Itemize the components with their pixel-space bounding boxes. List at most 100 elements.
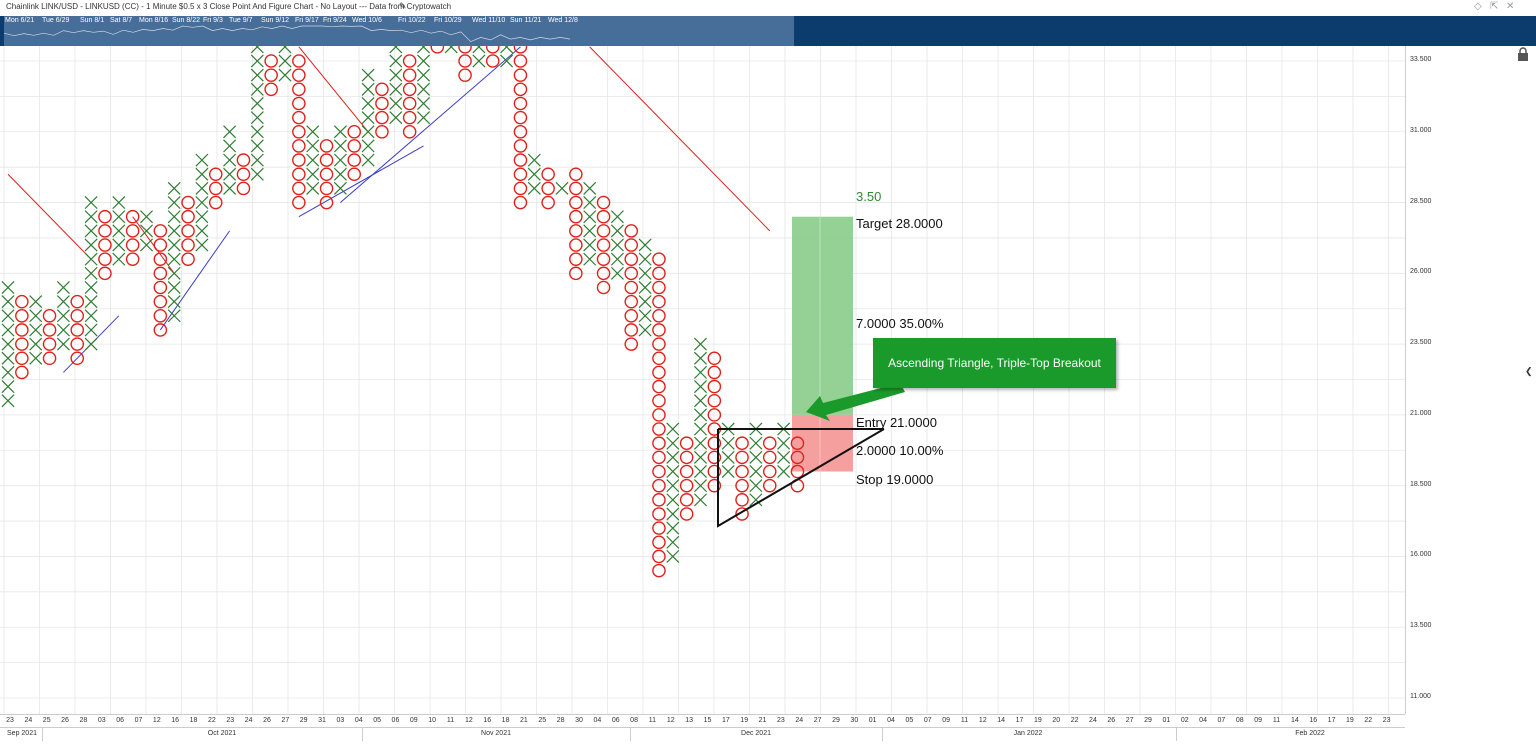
- o-column: [292, 54, 306, 210]
- o-box: [735, 507, 749, 521]
- o-box: [707, 351, 722, 366]
- date-tick: 06: [116, 717, 125, 724]
- date-tick: 06: [391, 717, 400, 724]
- o-box: [208, 181, 223, 196]
- o-box: [264, 82, 278, 97]
- x-box: [610, 238, 624, 252]
- time-axis[interactable]: [0, 714, 1405, 749]
- x-box: [693, 351, 708, 365]
- o-box: [15, 337, 29, 351]
- o-box: [125, 238, 140, 252]
- o-box: [458, 54, 472, 68]
- annotation-callout[interactable]: Ascending Triangle, Triple-Top Breakout: [873, 338, 1116, 388]
- x-box: [361, 111, 375, 125]
- resistance-trendline: [7, 173, 92, 260]
- o-column: [679, 436, 694, 521]
- o-column: [402, 54, 417, 139]
- o-box: [98, 238, 112, 252]
- o-box: [153, 238, 168, 252]
- x-box: [223, 167, 237, 181]
- date-tick: 26: [263, 717, 271, 724]
- x-box: [472, 46, 486, 54]
- navigator-date: Sun 8/1: [80, 17, 105, 24]
- x-box: [167, 309, 181, 323]
- close-icon[interactable]: ✕: [1506, 1, 1515, 12]
- x-box: [306, 125, 320, 139]
- x-column: [527, 153, 541, 195]
- o-column: [762, 436, 777, 493]
- edit-icon[interactable]: ✎: [399, 1, 407, 11]
- navigator-sparkline: [3, 25, 571, 43]
- lock-icon[interactable]: [1517, 47, 1529, 61]
- o-box: [569, 181, 583, 196]
- o-box: [153, 294, 168, 309]
- o-box: [181, 238, 195, 252]
- navigator-window[interactable]: [4, 16, 794, 46]
- x-box: [250, 96, 264, 110]
- date-tick: 04: [1199, 717, 1207, 724]
- x-box: [638, 252, 652, 266]
- o-column: [596, 195, 611, 295]
- x-box: [167, 196, 181, 210]
- date-tick: 26: [1107, 717, 1116, 724]
- collapse-icon[interactable]: ❮: [1525, 366, 1533, 376]
- x-box: [361, 96, 375, 110]
- x-box: [112, 210, 126, 224]
- x-box: [444, 46, 458, 54]
- date-tick: 14: [997, 717, 1006, 724]
- x-box: [84, 266, 98, 280]
- x-box: [666, 450, 680, 464]
- o-box: [98, 209, 112, 224]
- o-column: [790, 436, 805, 493]
- x-box: [195, 196, 209, 210]
- x-box: [278, 54, 292, 68]
- price-scale[interactable]: [1405, 46, 1536, 714]
- o-column: [430, 46, 445, 54]
- o-box: [236, 153, 251, 167]
- chart-navigator[interactable]: Mon 6/21 Tue 6/29 Sun 8/1 Sat 8/7 Mon 8/16 Su…: [0, 16, 1536, 46]
- x-column: [666, 422, 680, 563]
- x-box: [666, 521, 680, 535]
- date-tick: 12: [666, 717, 675, 724]
- o-box: [153, 266, 168, 281]
- o-box: [292, 167, 306, 182]
- o-box: [375, 110, 389, 125]
- o-box: [596, 266, 611, 281]
- month-label: Oct 2021: [207, 730, 237, 737]
- o-box: [624, 266, 639, 281]
- date-tick: 22: [1364, 717, 1373, 724]
- pin-icon[interactable]: ⇱: [1490, 1, 1499, 12]
- x-box: [139, 238, 154, 252]
- date-tick: 16: [171, 717, 180, 724]
- x-box: [361, 82, 375, 96]
- o-box: [762, 436, 777, 450]
- date-tick: 16: [1309, 717, 1318, 724]
- o-box: [762, 464, 777, 479]
- o-box: [679, 450, 694, 465]
- x-box: [361, 139, 375, 153]
- x-box: [139, 224, 154, 238]
- navigator-date: Fri 10/22: [398, 17, 426, 24]
- x-box: [29, 295, 43, 309]
- date-tick: 29: [1144, 717, 1152, 724]
- o-box: [624, 238, 639, 252]
- x-box: [306, 181, 320, 195]
- o-box: [652, 323, 666, 337]
- x-box: [1, 351, 15, 365]
- o-box: [707, 393, 722, 408]
- date-tick: 15: [703, 717, 712, 724]
- o-box: [652, 507, 666, 521]
- x-column: [583, 181, 597, 266]
- month-label: Jan 2022: [1013, 730, 1043, 737]
- date-tick: 11: [446, 717, 455, 724]
- x-box: [333, 167, 347, 181]
- navigator-date: Sat 8/7: [110, 17, 133, 24]
- x-box: [638, 295, 652, 309]
- diamond-icon[interactable]: ◇: [1474, 1, 1482, 12]
- date-tick: 09: [1254, 717, 1263, 724]
- x-box: [84, 280, 98, 294]
- pnf-chart[interactable]: [0, 46, 1405, 714]
- navigator-date: Tue 6/29: [42, 17, 70, 24]
- o-box: [652, 266, 666, 281]
- date-tick: 23: [777, 717, 785, 724]
